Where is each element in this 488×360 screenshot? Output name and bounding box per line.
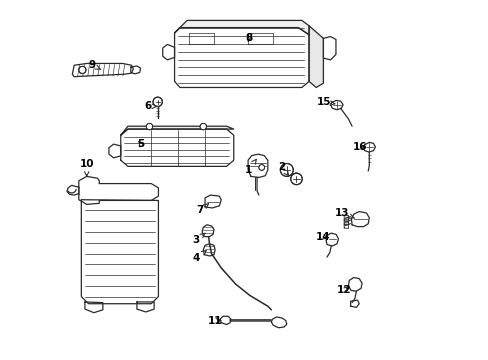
Polygon shape <box>330 100 343 110</box>
Circle shape <box>280 163 293 176</box>
Polygon shape <box>325 233 338 246</box>
Text: 6: 6 <box>144 101 157 111</box>
Text: 2: 2 <box>278 162 288 176</box>
Polygon shape <box>131 66 140 74</box>
Polygon shape <box>67 185 79 195</box>
Circle shape <box>79 66 86 73</box>
Text: 8: 8 <box>244 33 252 43</box>
Polygon shape <box>163 44 174 60</box>
Polygon shape <box>202 225 214 237</box>
Text: 15: 15 <box>317 97 334 107</box>
Polygon shape <box>81 200 158 304</box>
Polygon shape <box>344 219 348 225</box>
Polygon shape <box>350 300 359 307</box>
Polygon shape <box>247 154 267 177</box>
Text: 9: 9 <box>88 60 101 70</box>
Text: 1: 1 <box>244 159 256 175</box>
Polygon shape <box>362 142 375 152</box>
Polygon shape <box>109 144 121 158</box>
Polygon shape <box>308 26 323 87</box>
Polygon shape <box>271 317 286 328</box>
Polygon shape <box>344 223 348 228</box>
Text: 4: 4 <box>192 251 206 263</box>
Polygon shape <box>79 176 158 204</box>
Polygon shape <box>220 316 230 324</box>
Polygon shape <box>351 212 368 226</box>
Circle shape <box>146 123 152 130</box>
Polygon shape <box>247 33 273 44</box>
Circle shape <box>258 165 264 170</box>
Text: 12: 12 <box>336 285 351 296</box>
Polygon shape <box>344 216 348 221</box>
Text: 13: 13 <box>334 208 354 218</box>
Polygon shape <box>348 278 362 291</box>
Text: 11: 11 <box>207 316 222 326</box>
Polygon shape <box>188 33 214 44</box>
Circle shape <box>290 173 302 185</box>
Polygon shape <box>85 302 102 313</box>
Polygon shape <box>121 126 233 135</box>
Polygon shape <box>203 244 215 256</box>
Text: 16: 16 <box>352 142 367 152</box>
Polygon shape <box>323 37 335 60</box>
Polygon shape <box>174 28 308 87</box>
Circle shape <box>200 123 206 130</box>
Text: 14: 14 <box>315 232 329 242</box>
Polygon shape <box>174 21 308 35</box>
Polygon shape <box>204 195 221 208</box>
Text: 5: 5 <box>137 139 144 149</box>
Polygon shape <box>121 129 233 166</box>
Text: 3: 3 <box>192 233 204 245</box>
Circle shape <box>153 97 162 107</box>
Text: 10: 10 <box>79 159 94 176</box>
Text: 7: 7 <box>196 204 208 216</box>
Polygon shape <box>137 302 154 312</box>
Polygon shape <box>72 63 133 77</box>
